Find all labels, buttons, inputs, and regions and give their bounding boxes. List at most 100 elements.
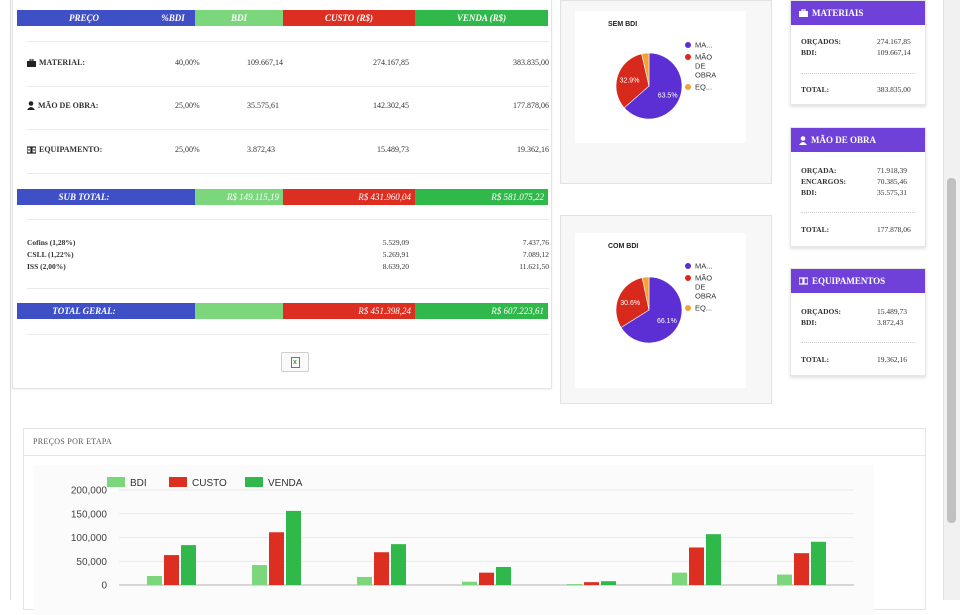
legend-marker: [685, 305, 691, 311]
total-bdi: [195, 303, 283, 319]
bar-custo: [794, 553, 809, 585]
tax-venda: 11.621,50: [519, 262, 549, 271]
divider: [27, 219, 549, 220]
divider: [27, 41, 549, 42]
legend-marker: [685, 42, 691, 48]
bar-venda: [706, 534, 721, 585]
subtotal-row: SUB TOTAL: R$ 149.115,19 R$ 431.960,04 R…: [17, 189, 548, 205]
pie-panel-com-bdi: COM BDI 66.1% 30.6% MA... MÃO DE OBRA EQ...: [560, 215, 772, 404]
pie-slice-label: 30.6%: [620, 300, 640, 307]
header-preco: PREÇO: [17, 10, 151, 26]
header-venda: VENDA (R$): [415, 10, 548, 26]
pie-chart-area: SEM BDI 63.5% 32.9% MA... MÃO DE OBRA EQ...: [575, 11, 746, 143]
tax-row-cofins: Cofins (1,28%) 5.529,09 7.437,76: [27, 238, 549, 249]
bar-chart-area: BDI CUSTO VENDA 200,000 150,000 100,000 50,000…: [34, 465, 874, 615]
header-bdi: BDI: [195, 10, 283, 26]
bar-bdi: [147, 575, 162, 585]
legend-label: BDI: [130, 478, 147, 489]
bar-chart: BDI CUSTO VENDA 200,000 150,000 100,000 50,000…: [71, 477, 854, 592]
divider: [27, 173, 549, 174]
card-row: ORÇADOS: 15.489,73: [801, 307, 907, 316]
card-materiais: MATERIAIS ORÇADOS: 274.167,85 BDI: 109.667…: [790, 0, 926, 105]
card-equipamentos: EQUIPAMENTOS ORÇADOS: 15.489,73 BDI: 3.872…: [790, 268, 926, 376]
total-custo: R$ 451.398,24: [283, 303, 415, 319]
briefcase-icon: [799, 9, 808, 17]
legend-label: OBRA: [695, 71, 716, 80]
y-tick-label: 50,000: [76, 557, 107, 568]
legend-label: DE: [695, 283, 705, 292]
card-total: TOTAL: 19.362,16: [801, 355, 907, 364]
card-mao-de-obra: MÃO DE OBRA ORÇADA: 71.918,39 ENCARGOS: 70…: [790, 127, 926, 247]
bar-bdi: [357, 576, 372, 585]
header-custo: CUSTO (R$): [283, 10, 415, 26]
bar-bdi: [777, 574, 792, 585]
legend-swatch: [245, 477, 263, 487]
pie-panel-sem-bdi: SEM BDI 63.5% 32.9% MA... MÃO DE OBRA EQ...: [560, 0, 772, 184]
legend-label: EQ...: [695, 304, 712, 313]
tax-row-iss: ISS (2,00%) 8.639,20 11.621,50: [27, 262, 549, 273]
card-title: EQUIPAMENTOS: [812, 276, 886, 286]
vertical-scrollbar[interactable]: [943, 0, 960, 600]
divider: [801, 342, 915, 343]
legend-label: DE: [695, 62, 705, 71]
bdi-value: 3.872,43: [247, 145, 275, 154]
legend-label: MÃO: [695, 53, 712, 62]
card-row: BDI: 35.575,31: [801, 188, 907, 197]
pie-slice-label: 66.1%: [657, 318, 677, 325]
bar-venda: [811, 541, 826, 585]
pie-title: SEM BDI: [608, 21, 638, 28]
venda-value: 177.878,06: [513, 101, 549, 110]
bar-custo: [164, 555, 179, 585]
export-excel-button[interactable]: x: [281, 352, 309, 372]
header-pct-bdi: %BDI: [151, 10, 195, 26]
total-venda: R$ 607.223,61: [415, 303, 548, 319]
pie-slice: [641, 52, 650, 87]
total-label: TOTAL GERAL:: [17, 303, 151, 319]
excel-file-icon: x: [290, 356, 300, 368]
bar-custo: [479, 572, 494, 585]
panel-title: PREÇOS POR ETAPA: [24, 429, 925, 456]
bar-venda: [286, 510, 301, 585]
bdi-value: 35.575,61: [247, 101, 279, 110]
bar-custo: [584, 582, 599, 585]
subtotal-bdi: R$ 149.115,19: [195, 189, 283, 205]
y-tick-label: 0: [101, 581, 107, 592]
pie-chart-area: COM BDI 66.1% 30.6% MA... MÃO DE OBRA EQ...: [575, 233, 746, 388]
legend-marker: [685, 263, 691, 269]
row-label: MÃO DE OBRA:: [27, 101, 98, 110]
tax-label: ISS (2,00%): [27, 262, 66, 271]
tax-custo: 8.639,20: [382, 262, 409, 271]
pie-title: COM BDI: [608, 243, 639, 250]
bar-bdi: [672, 572, 687, 585]
row-label: MATERIAL:: [27, 58, 85, 67]
legend-swatch: [169, 477, 187, 487]
scrollbar-thumb[interactable]: [947, 178, 956, 523]
legend-label: OBRA: [695, 292, 716, 301]
divider: [27, 129, 549, 130]
pie-slice: [620, 276, 683, 344]
y-tick-label: 150,000: [71, 509, 108, 520]
divider: [801, 73, 915, 74]
tax-label: CSLL (1,22%): [27, 250, 74, 259]
bar-bdi: [252, 565, 267, 585]
bdi-value: 109.667,14: [247, 58, 283, 67]
subtotal-label: SUB TOTAL:: [17, 189, 151, 205]
precos-por-etapa-panel: PREÇOS POR ETAPA BDI CUSTO VENDA 200,000 150…: [23, 428, 926, 615]
card-row: BDI: 3.872,43: [801, 318, 904, 327]
y-tick-label: 200,000: [71, 486, 108, 497]
card-title: MÃO DE OBRA: [811, 135, 876, 145]
bar-custo: [689, 547, 704, 585]
divider: [801, 212, 915, 213]
divider: [27, 86, 549, 87]
custo-value: 15.489,73: [377, 145, 409, 154]
card-header: EQUIPAMENTOS: [791, 269, 925, 293]
card-header: MÃO DE OBRA: [791, 128, 925, 152]
bar-venda: [391, 544, 406, 585]
bar-bdi: [567, 584, 582, 585]
row-label: EQUIPAMENTO:: [27, 145, 102, 154]
legend-label: MA...: [695, 41, 713, 50]
venda-value: 19.362,16: [517, 145, 549, 154]
card-header: MATERIAIS: [791, 1, 925, 25]
legend-label: VENDA: [268, 478, 303, 489]
